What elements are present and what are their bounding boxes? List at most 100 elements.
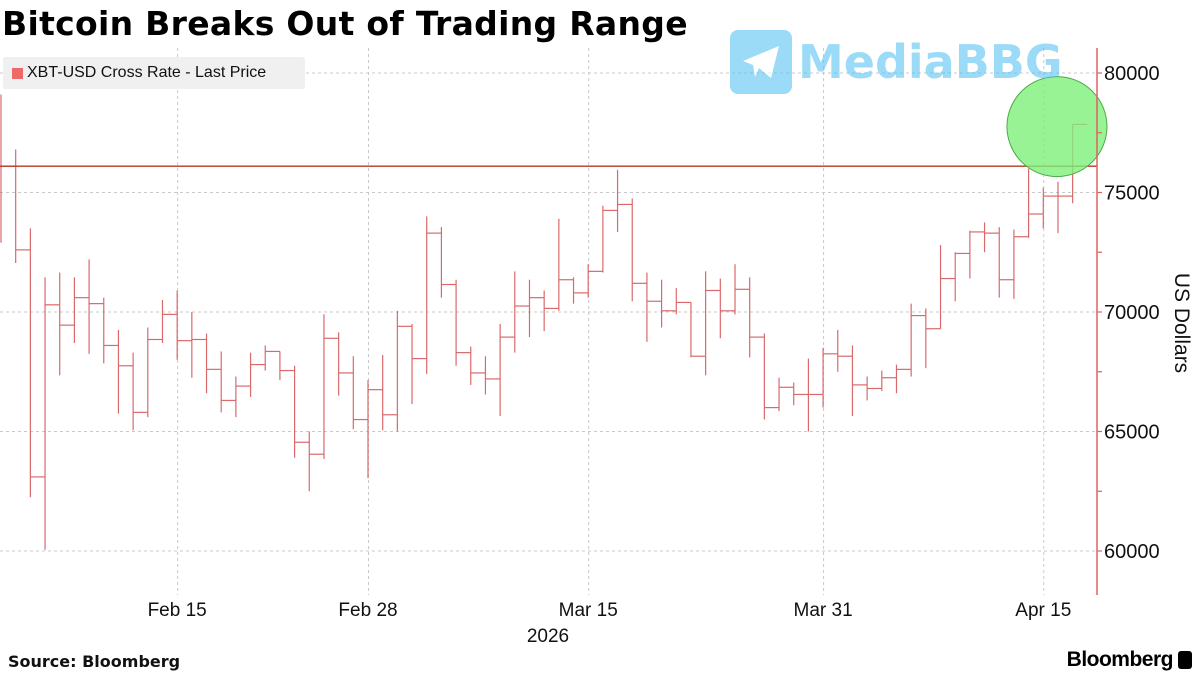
y-tick-label: 80000 [1104, 63, 1160, 85]
y-axis: 60000 65000 70000 75000 80000 [1096, 48, 1160, 595]
price-bar [954, 252, 970, 302]
price-bar [807, 358, 824, 432]
price-bar [851, 345, 868, 416]
price-bar [323, 314, 339, 459]
price-bar [793, 382, 809, 406]
telegram-icon [730, 30, 792, 94]
price-bar [44, 277, 60, 550]
price-bar [587, 264, 603, 298]
price-bar [734, 264, 750, 315]
watermark-text: MediaBBG [798, 35, 1063, 89]
price-bar [132, 352, 148, 431]
price-bar [925, 308, 941, 369]
price-bar [147, 327, 163, 418]
price-bar [719, 278, 735, 339]
legend-swatch [12, 67, 23, 79]
price-bar [616, 169, 633, 232]
price-bar [602, 205, 618, 273]
price-bar [484, 356, 501, 395]
price-bar [338, 332, 354, 396]
price-bar [690, 302, 706, 358]
price-bar [1057, 181, 1073, 234]
price-bar [235, 376, 251, 418]
y-axis-label: US Dollars [1170, 273, 1193, 373]
price-bar [59, 272, 75, 376]
price-bar [572, 277, 589, 304]
price-bar [822, 347, 838, 408]
price-bar [881, 370, 897, 391]
price-bar [514, 271, 530, 353]
price-bar [29, 228, 46, 498]
price-bar [88, 259, 104, 354]
price-bar [117, 329, 134, 414]
legend: XBT-USD Cross Rate - Last Price [3, 57, 305, 89]
x-tick-label: Mar 15 [559, 600, 618, 621]
price-bar [499, 323, 515, 416]
y-tick-label: 70000 [1104, 302, 1160, 324]
price-bar [969, 230, 985, 279]
watermark: MediaBBG [730, 30, 1063, 94]
price-bar [264, 345, 280, 371]
x-axis: Feb 15 Feb 28 Mar 15 Mar 31 Apr 15 [148, 600, 1072, 621]
price-bar [763, 333, 780, 420]
price-bar [558, 218, 574, 311]
price-bar [15, 149, 31, 264]
price-bars [0, 94, 1088, 550]
price-bar [1042, 187, 1058, 229]
price-bar [998, 227, 1014, 298]
y-tick-label: 65000 [1104, 422, 1160, 444]
legend-label: XBT-USD Cross Rate - Last Price [27, 64, 267, 81]
price-bar [470, 346, 486, 385]
price-bar [426, 216, 442, 375]
price-bar [455, 279, 471, 366]
price-bar [352, 356, 368, 430]
price-bar [837, 329, 853, 372]
price-bar [646, 272, 662, 342]
chart-title: Bitcoin Breaks Out of Trading Range [2, 4, 688, 43]
x-tick-label: Feb 15 [148, 600, 207, 621]
price-bar [294, 365, 310, 458]
price-bar [631, 198, 647, 302]
price-bar [411, 323, 427, 405]
bloomberg-terminal-icon [1178, 651, 1192, 669]
price-bar [367, 380, 383, 479]
price-bar [308, 431, 324, 492]
price-bar [1027, 168, 1044, 238]
price-bar [249, 352, 266, 397]
price-bar [176, 290, 192, 360]
bloomberg-logo: Bloomberg [1067, 648, 1192, 672]
price-bar [73, 277, 90, 344]
price-bar [1013, 229, 1029, 299]
price-bar [939, 245, 956, 329]
price-bar [778, 377, 794, 412]
price-bar [910, 303, 926, 377]
grid [0, 48, 1097, 595]
price-bar [705, 271, 721, 376]
y-tick-label: 60000 [1104, 541, 1160, 563]
brand-text: Bloomberg [1066, 648, 1174, 671]
price-bar [279, 351, 295, 381]
y-tick-label: 75000 [1104, 183, 1160, 205]
price-bar [440, 227, 457, 298]
x-tick-label: Feb 28 [338, 600, 397, 621]
price-bar [0, 94, 16, 243]
price-bar [528, 279, 545, 338]
price-bar [749, 277, 765, 358]
price-bar [191, 312, 207, 378]
price-bar [205, 333, 222, 394]
x-tick-label: Apr 15 [1015, 600, 1071, 621]
price-bar [983, 222, 1000, 253]
price-bar [866, 376, 882, 401]
price-bar [396, 310, 413, 432]
price-bar [675, 288, 691, 315]
source-note: Source: Bloomberg [8, 652, 181, 671]
x-tick-label: Mar 31 [794, 600, 853, 621]
price-bar [161, 300, 178, 344]
price-bar [382, 355, 398, 431]
price-bar [220, 351, 236, 413]
price-bar [895, 364, 912, 394]
year-label: 2026 [527, 626, 569, 647]
price-bar [660, 279, 677, 328]
price-bar [543, 290, 559, 332]
